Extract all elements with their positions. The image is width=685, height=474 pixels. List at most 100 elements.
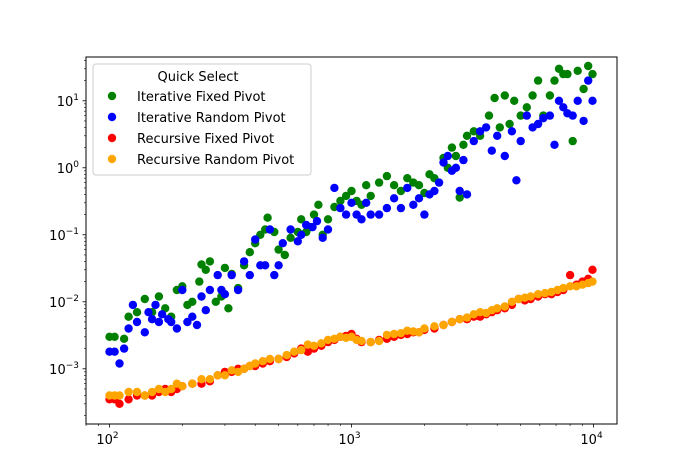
data-point — [584, 76, 593, 85]
data-point — [559, 103, 568, 112]
x-axis: 102 103 104 — [85, 424, 603, 448]
data-point — [516, 136, 525, 146]
data-point — [167, 317, 176, 327]
data-point — [124, 324, 133, 333]
data-point — [357, 215, 366, 224]
data-point — [396, 329, 406, 338]
data-point — [167, 384, 176, 394]
data-point — [183, 317, 192, 327]
data-point — [297, 215, 306, 224]
y-tick-label: 101 — [57, 93, 79, 110]
data-point — [374, 336, 384, 346]
legend-entry-label: Iterative Fixed Pivot — [137, 90, 266, 105]
data-point — [447, 143, 457, 152]
data-point — [469, 136, 478, 146]
data-point — [224, 304, 233, 313]
data-point — [154, 292, 164, 301]
data-point — [140, 294, 149, 304]
legend-title: Quick Select — [158, 70, 239, 85]
legend-entry-label: Iterative Random Pivot — [137, 111, 286, 126]
data-point — [188, 297, 197, 306]
data-point — [462, 313, 472, 322]
data-point — [374, 210, 384, 219]
data-point — [495, 123, 504, 132]
data-point — [481, 123, 491, 132]
data-point — [490, 93, 499, 103]
data-point — [251, 359, 260, 368]
data-point — [245, 248, 254, 257]
data-point — [507, 297, 517, 306]
y-tick-label: 10−3 — [49, 361, 79, 378]
data-point — [396, 186, 406, 196]
data-point — [451, 151, 461, 161]
data-point — [205, 285, 215, 295]
legend: Quick Select Iterative Fixed Pivot Iterati… — [92, 63, 312, 176]
data-point — [341, 191, 351, 201]
data-point — [362, 198, 371, 207]
data-point — [115, 391, 124, 400]
data-point — [151, 300, 160, 310]
data-point — [140, 391, 149, 400]
data-point — [220, 290, 230, 299]
data-point — [201, 265, 210, 274]
data-point — [290, 347, 299, 356]
legend-marker — [107, 91, 117, 101]
data-point — [140, 328, 149, 337]
data-point — [309, 210, 319, 219]
data-point — [420, 324, 429, 333]
data-point — [178, 285, 187, 295]
legend-entry-label: Recursive Fixed Pivot — [137, 132, 274, 147]
data-point — [455, 315, 464, 324]
data-point — [533, 119, 543, 129]
data-point — [195, 277, 204, 286]
data-point — [330, 183, 339, 193]
data-point — [434, 178, 444, 187]
data-point — [382, 203, 392, 213]
data-point — [201, 306, 210, 315]
data-point — [197, 292, 206, 301]
series-2 — [105, 76, 597, 368]
data-point — [362, 181, 371, 190]
y-tick-label: 100 — [57, 160, 80, 177]
data-point — [462, 190, 472, 199]
data-point — [500, 91, 509, 100]
data-point — [124, 387, 133, 397]
data-point — [579, 84, 588, 94]
data-point — [110, 332, 119, 341]
data-point — [147, 387, 157, 397]
data-point — [144, 308, 153, 317]
data-point — [188, 379, 197, 388]
legend-box — [92, 63, 312, 176]
legend-marker — [107, 154, 117, 164]
data-point — [178, 382, 187, 391]
data-point — [302, 220, 311, 230]
data-point — [493, 304, 502, 313]
data-point — [341, 210, 351, 219]
data-point — [447, 317, 457, 327]
data-point — [462, 131, 472, 140]
data-point — [459, 155, 468, 165]
x-tick-label: 102 — [96, 431, 118, 448]
data-point — [312, 216, 322, 226]
data-point — [584, 61, 593, 71]
data-point — [251, 235, 260, 244]
data-point — [115, 399, 124, 408]
data-point — [430, 186, 439, 196]
data-point — [154, 384, 164, 394]
legend-marker — [107, 133, 117, 143]
data-point — [227, 270, 236, 280]
data-point — [347, 198, 356, 207]
legend-marker — [107, 112, 117, 122]
data-point — [263, 213, 272, 222]
data-point — [528, 91, 537, 100]
data-point — [297, 345, 306, 355]
data-point — [323, 215, 333, 224]
data-point — [124, 395, 133, 404]
data-point — [265, 354, 275, 364]
data-point — [533, 290, 543, 299]
data-point — [588, 96, 597, 106]
data-point — [568, 111, 577, 120]
data-point — [115, 359, 124, 368]
data-point — [280, 250, 289, 260]
data-point — [545, 91, 555, 100]
